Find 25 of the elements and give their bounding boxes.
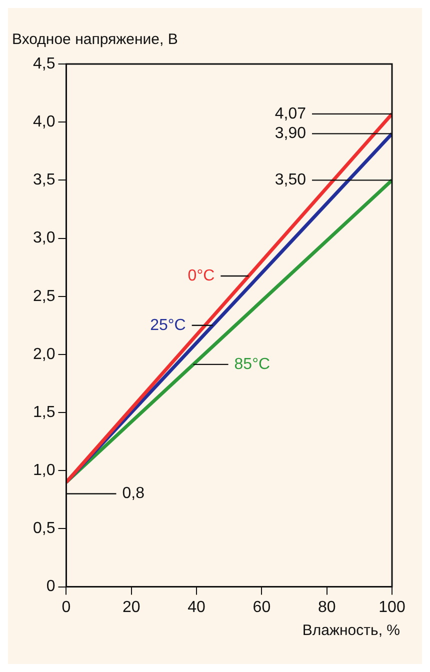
y-tick-label: 2,5 bbox=[32, 288, 56, 305]
x-tick-label: 100 bbox=[378, 598, 406, 616]
y-axis-title: Входное напряжение, В bbox=[12, 31, 178, 48]
y-tick-label: 4,0 bbox=[32, 113, 56, 130]
y-tick-label: 3,5 bbox=[32, 172, 56, 189]
series-label: 85°C bbox=[234, 356, 270, 373]
data-label: 4,07 bbox=[274, 105, 306, 122]
series-label: 25°C bbox=[150, 316, 186, 334]
y-tick-label: 1,5 bbox=[32, 404, 56, 421]
data-label: 3,90 bbox=[274, 125, 306, 142]
y-tick-label: 2,0 bbox=[32, 346, 56, 363]
annotation: 0,8 bbox=[122, 485, 145, 502]
x-tick-label: 80 bbox=[318, 598, 336, 616]
y-tick-label: 3,0 bbox=[32, 230, 56, 247]
x-tick-label: 0 bbox=[62, 598, 71, 616]
data-label: 3,50 bbox=[274, 172, 306, 189]
series-label: 0°C bbox=[188, 267, 215, 284]
x-axis-title: Влажность, % bbox=[302, 622, 400, 639]
y-tick-label: 4,5 bbox=[32, 55, 56, 72]
x-tick-label: 20 bbox=[122, 598, 140, 616]
y-tick-label: 0 bbox=[46, 578, 56, 596]
y-tick-label: 0,5 bbox=[32, 520, 56, 538]
y-tick-label: 1,0 bbox=[32, 462, 56, 480]
x-tick-label: 40 bbox=[188, 598, 206, 616]
x-tick-label: 60 bbox=[252, 598, 271, 616]
